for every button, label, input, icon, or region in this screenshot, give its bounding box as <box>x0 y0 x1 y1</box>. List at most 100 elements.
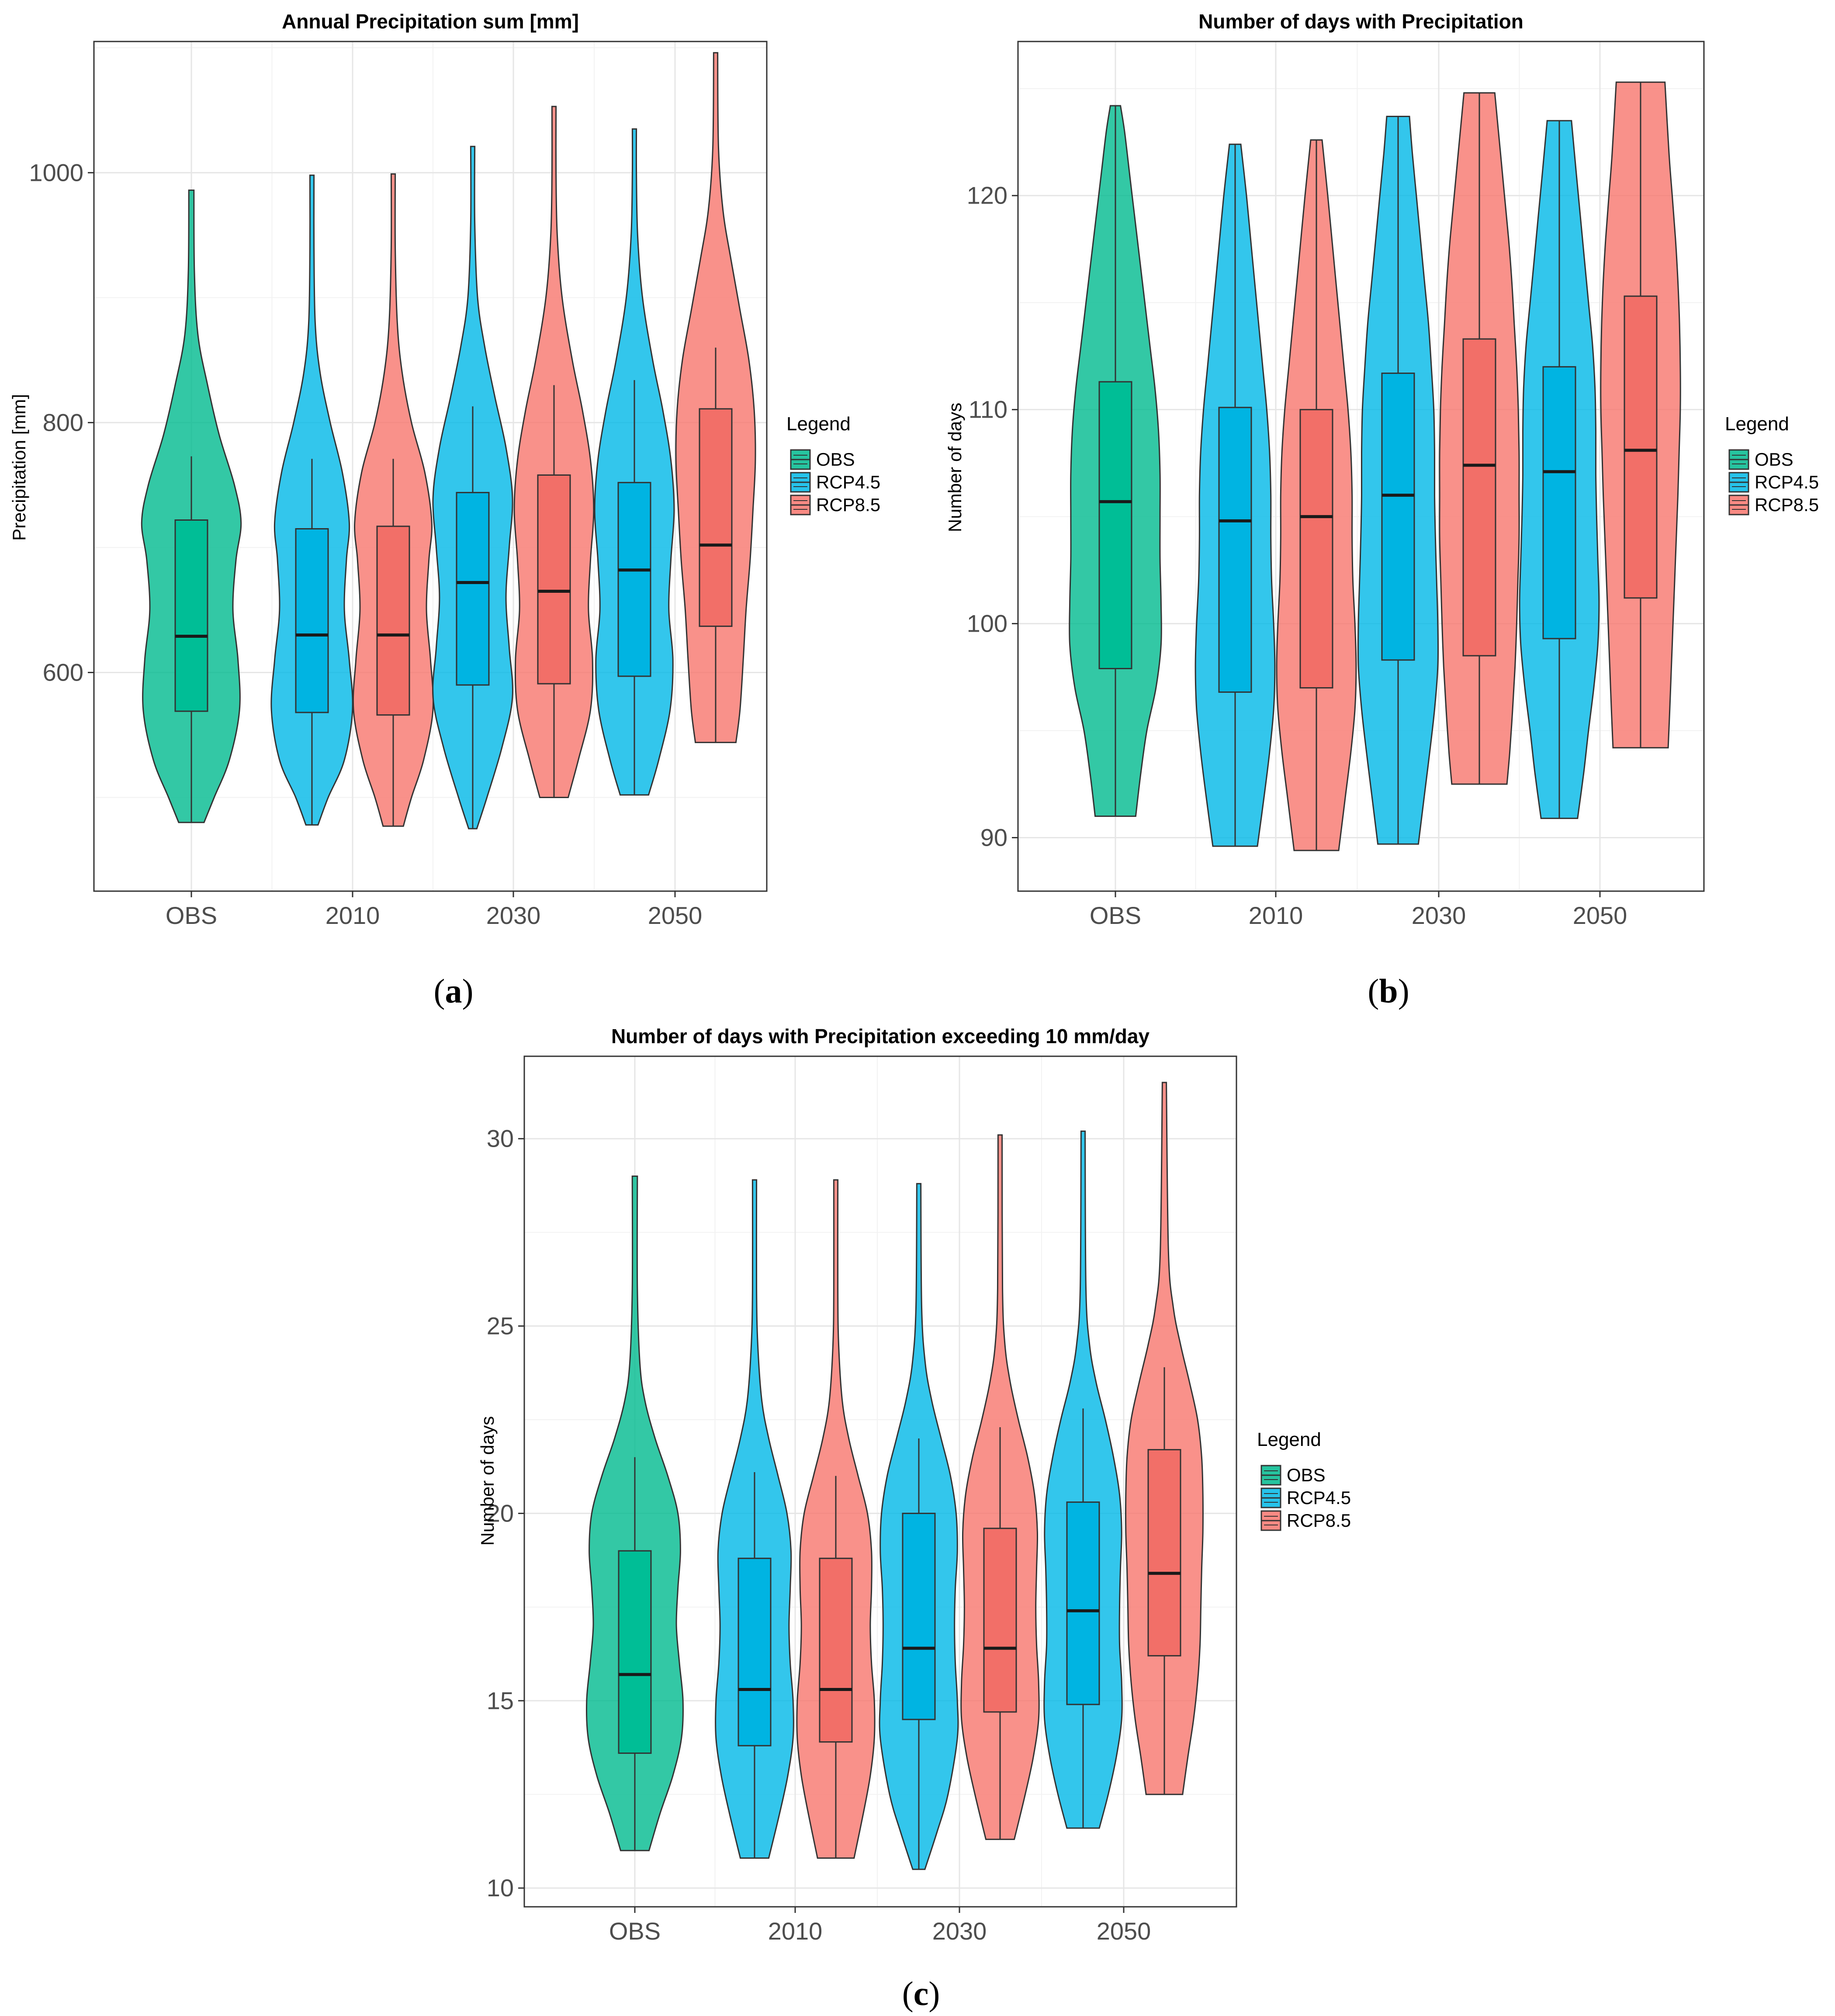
violin-group <box>715 1179 794 1859</box>
x-tick-label: 2010 <box>1249 902 1303 929</box>
x-tick-label: OBS <box>1090 902 1141 929</box>
caption-paren-close: ) <box>928 1975 940 2013</box>
legend-key: OBS <box>1260 1465 1326 1486</box>
x-tick-label: 2010 <box>768 1917 823 1945</box>
y-axis-title: Number of days <box>477 1416 498 1546</box>
y-tick-label: 120 <box>967 182 1008 209</box>
caption-paren-open: ( <box>902 1975 914 2013</box>
y-tick-label: 1000 <box>29 159 83 186</box>
box-iqr <box>902 1512 936 1720</box>
violin-group <box>1194 143 1276 847</box>
caption-paren-close: ) <box>462 972 474 1010</box>
violin-group <box>270 174 353 826</box>
violin-group <box>1600 81 1681 749</box>
legend-label: RCP8.5 <box>1287 1510 1351 1531</box>
box-iqr <box>1542 366 1576 640</box>
box-iqr <box>456 492 490 686</box>
legend-key: RCP8.5 <box>790 494 880 515</box>
legend-label: RCP4.5 <box>816 472 880 492</box>
violin-group <box>585 1176 684 1851</box>
box-iqr <box>617 482 651 677</box>
legend-key: OBS <box>1728 449 1793 470</box>
violin-group <box>796 1179 876 1859</box>
legend-key: RCP8.5 <box>1728 494 1819 515</box>
panel-caption: (a) <box>434 972 474 1010</box>
violin-group <box>594 128 675 796</box>
violin-group <box>432 145 513 830</box>
y-axis-title: Number of days <box>945 403 965 532</box>
x-tick-label: OBS <box>609 1917 661 1945</box>
violin-group <box>352 173 434 827</box>
violin-group <box>1276 139 1357 851</box>
legend-label: RCP4.5 <box>1287 1487 1351 1508</box>
x-tick-label: 2030 <box>486 902 541 929</box>
legend-key: RCP8.5 <box>1260 1510 1351 1531</box>
y-tick-label: 100 <box>967 610 1008 637</box>
violin-group <box>513 106 595 798</box>
legend-key: RCP4.5 <box>790 472 880 493</box>
legend-title: Legend <box>786 413 851 435</box>
caption-letter: b <box>1379 972 1398 1010</box>
violin-group <box>1043 1131 1123 1829</box>
x-tick-label: 2050 <box>1097 1917 1151 1945</box>
caption-paren-open: ( <box>434 972 445 1010</box>
x-tick-label: 2030 <box>932 1917 987 1945</box>
y-tick-label: 20 <box>487 1499 514 1527</box>
box-iqr <box>983 1528 1017 1713</box>
box-iqr <box>1299 409 1333 689</box>
x-tick-label: 2050 <box>1573 902 1627 929</box>
violin-group <box>141 189 242 823</box>
violin-group <box>1125 1082 1204 1795</box>
x-tick-label: 2050 <box>648 902 703 929</box>
x-tick-label: OBS <box>166 902 217 929</box>
chart-title: Number of days with Precipitation exceed… <box>611 1025 1150 1048</box>
panel-caption: (c) <box>902 1975 940 2013</box>
chart-panel-b: 90 100 110 120 OBS 2010 2030 2050 Number of days… <box>945 10 1819 1010</box>
y-tick-label: 600 <box>43 658 83 686</box>
panel-border <box>523 1055 1237 1908</box>
box-iqr <box>537 474 571 685</box>
caption-paren-close: ) <box>1398 972 1409 1010</box>
box-iqr <box>819 1557 853 1743</box>
box-iqr <box>1218 407 1252 693</box>
legend-key: RCP4.5 <box>1728 472 1819 493</box>
violin-group <box>1519 120 1600 819</box>
violin-group <box>1357 116 1439 845</box>
box-iqr <box>295 528 329 713</box>
y-tick-label: 10 <box>487 1874 514 1902</box>
box-iqr <box>699 408 733 627</box>
box-iqr <box>1147 1449 1181 1656</box>
x-tick-label: 2010 <box>325 902 380 929</box>
legend-key: OBS <box>790 449 855 470</box>
box-iqr <box>174 519 208 712</box>
violin-group <box>960 1134 1040 1840</box>
caption-letter: c <box>914 1975 929 2013</box>
legend-label: OBS <box>1287 1465 1326 1485</box>
y-tick-label: 25 <box>487 1312 514 1340</box>
legend-label: RCP4.5 <box>1755 472 1819 492</box>
legend-label: OBS <box>1755 449 1793 470</box>
box-iqr <box>1462 338 1496 657</box>
panel-border <box>93 41 768 892</box>
chart-panel-c: 10 15 20 25 30 OBS 2010 2030 2050 Number of days … <box>477 1025 1351 2013</box>
box-iqr <box>618 1550 652 1754</box>
legend-key: RCP4.5 <box>1260 1487 1351 1508</box>
box-iqr <box>1624 295 1658 599</box>
y-tick-label: 30 <box>487 1125 514 1152</box>
legend-title: Legend <box>1257 1429 1321 1450</box>
box-iqr <box>376 526 410 716</box>
chart-title: Number of days with Precipitation <box>1198 10 1523 33</box>
y-tick-label: 800 <box>43 408 83 436</box>
panel-caption: (b) <box>1368 972 1409 1010</box>
legend-label: RCP8.5 <box>1755 494 1819 515</box>
box-iqr <box>1098 381 1132 669</box>
violin-group <box>879 1183 959 1870</box>
legend-label: RCP8.5 <box>816 494 880 515</box>
y-tick-label: 90 <box>980 824 1008 851</box>
box-iqr <box>737 1557 772 1746</box>
chart-title: Annual Precipitation sum [mm] <box>282 10 579 33</box>
chart-panel-a: 600 800 1000 OBS 2010 2030 2050 Annual Precipit… <box>9 10 880 1010</box>
